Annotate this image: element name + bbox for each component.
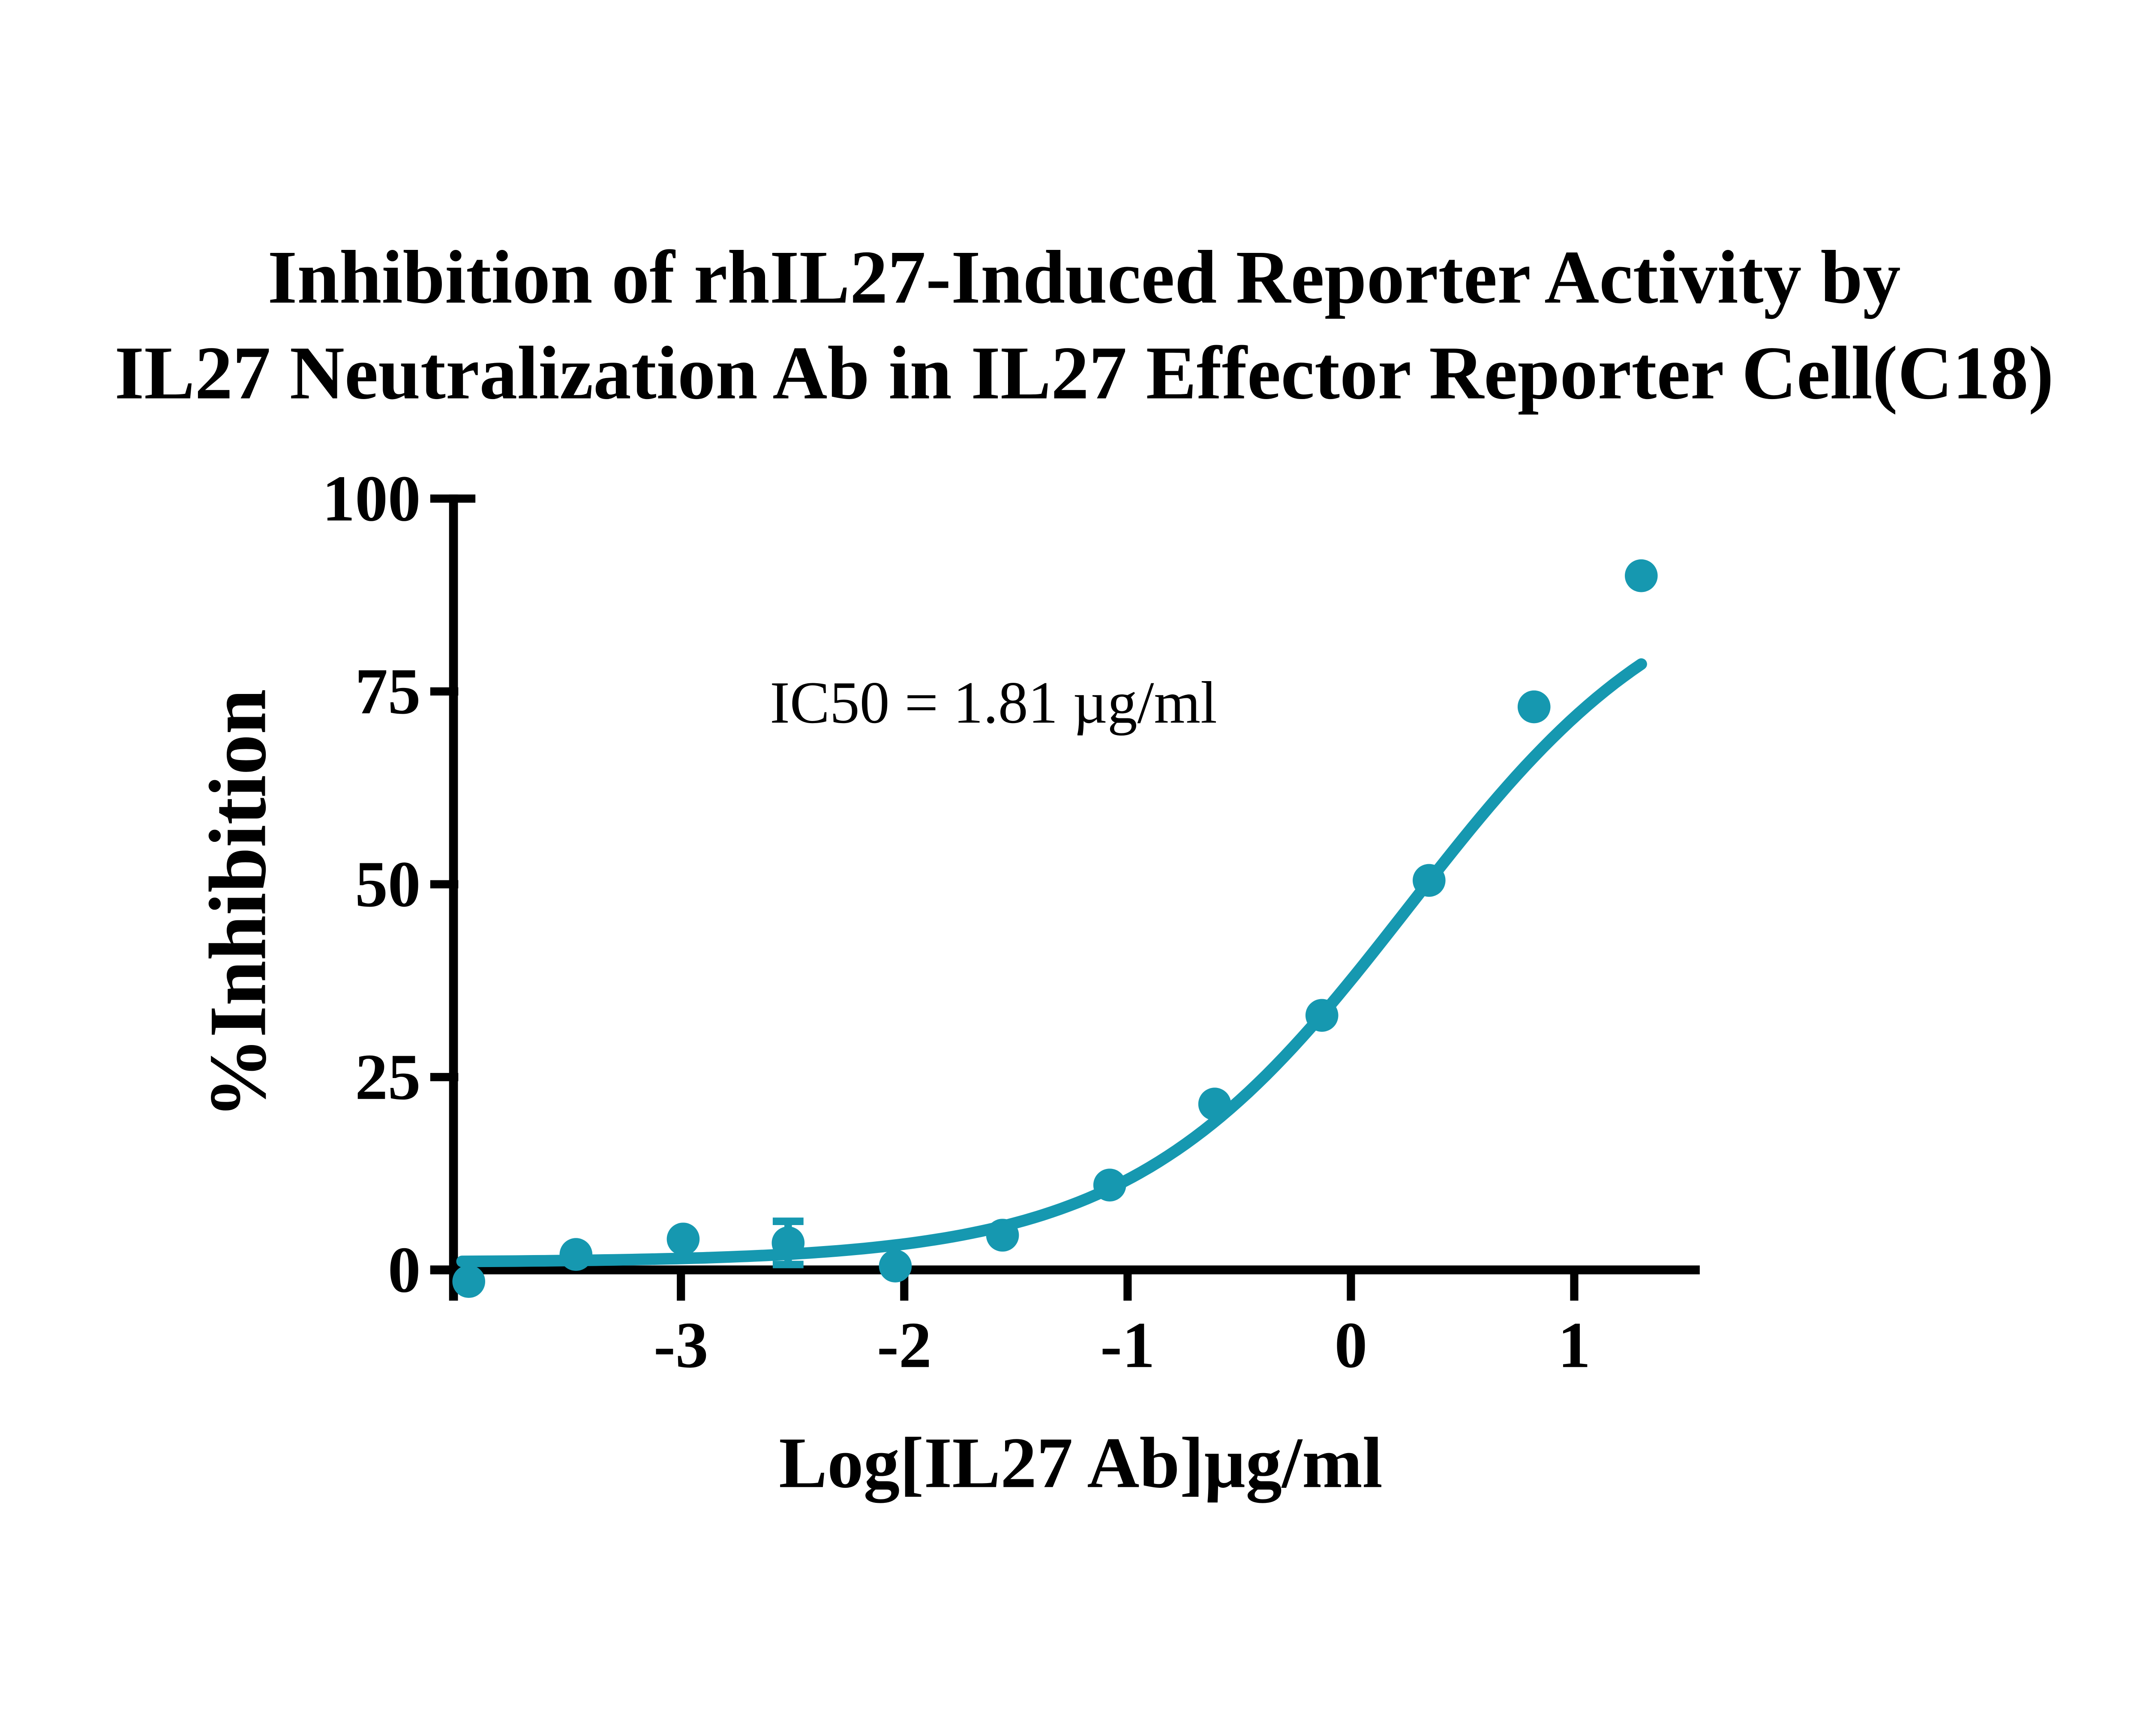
data-point [559, 1238, 593, 1271]
data-point [771, 1226, 805, 1259]
chart-title-line-1: Inhibition of rhIL27-Induced Reporter Ac… [267, 235, 1900, 319]
data-point [986, 1219, 1019, 1252]
y-tick-label: 100 [322, 462, 421, 535]
data-point [879, 1249, 912, 1282]
data-point [666, 1222, 700, 1255]
x-tick-label: 0 [1335, 1309, 1368, 1382]
fit-curve-path [456, 658, 1647, 1267]
y-tick-label: 50 [355, 848, 420, 921]
data-point [1517, 690, 1551, 724]
x-tick-label: -1 [1100, 1309, 1155, 1382]
data-point [1625, 559, 1658, 592]
x-tick-label: -3 [654, 1309, 708, 1382]
data-point [1198, 1087, 1231, 1121]
y-tick-label: 0 [388, 1234, 421, 1307]
data-point [452, 1265, 486, 1298]
x-axis-title: Log[IL27 Ab]µg/ml [779, 1422, 1383, 1503]
data-point [1093, 1168, 1126, 1201]
data-point [1305, 999, 1339, 1032]
chart-title-line-2: IL27 Neutralization Ab in IL27 Effector … [114, 331, 2053, 415]
x-tick-label: 1 [1558, 1309, 1591, 1382]
y-tick-label: 75 [355, 655, 420, 728]
ic50-annotation: IC50 = 1.81 µg/ml [770, 670, 1217, 736]
data-point [1413, 864, 1446, 897]
y-axis-title: %Inhibition [193, 689, 283, 1119]
x-tick-label: -2 [877, 1309, 932, 1382]
data-points [452, 559, 1658, 1298]
y-tick-label: 25 [355, 1041, 420, 1114]
axes: 0 25 50 75 100 -3 -2 -1 0 1 [322, 462, 1700, 1382]
fit-curve [456, 658, 1647, 1267]
